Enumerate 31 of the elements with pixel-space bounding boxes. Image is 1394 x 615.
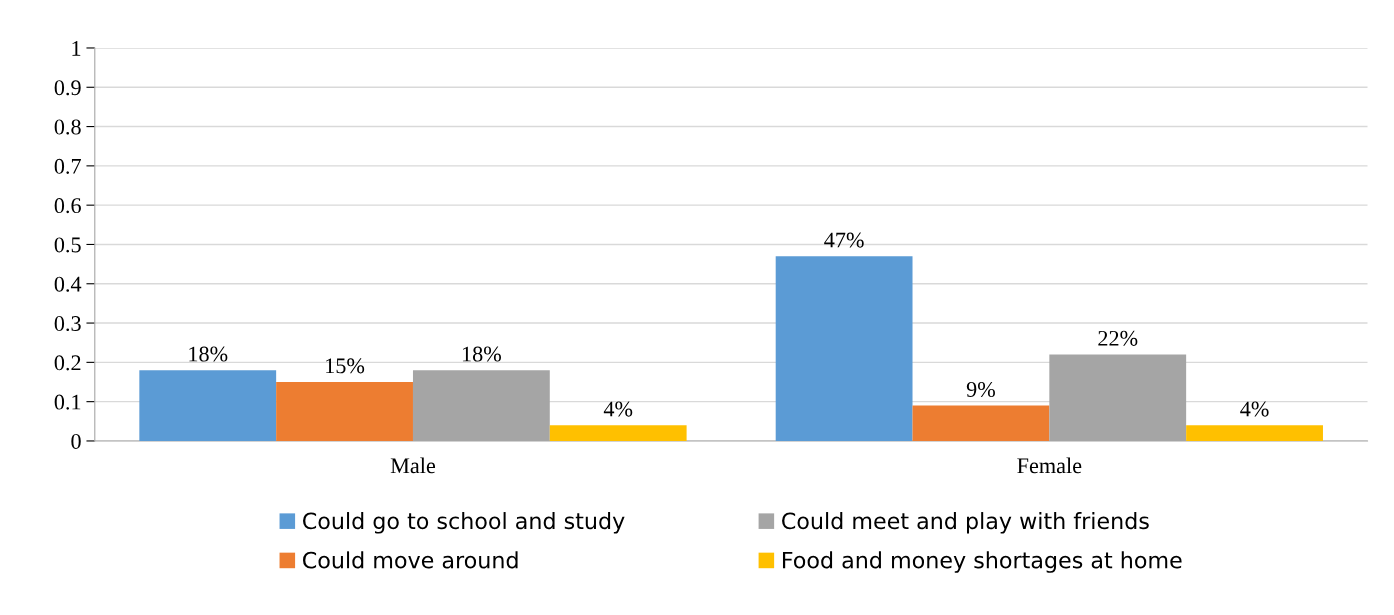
y-tick-label: 0.2	[54, 355, 81, 371]
legend-label: Could meet and play with friends	[782, 512, 1149, 534]
y-tick-label: 0.1	[54, 394, 81, 410]
bar	[912, 405, 1050, 441]
y-tick-label: 0.7	[54, 158, 81, 174]
data-label: 18%	[189, 346, 228, 362]
legend-label: Could move around	[303, 551, 518, 569]
y-tick-label: 0.3	[54, 315, 81, 332]
bar	[775, 256, 913, 441]
y-tick-label: 0.4	[54, 276, 82, 292]
data-label: 18%	[462, 346, 501, 362]
data-label: 9%	[966, 381, 995, 397]
data-label: 4%	[603, 401, 633, 417]
y-tick-label: 0.9	[54, 80, 81, 96]
bar	[139, 370, 277, 441]
y-tick-label: 1	[72, 41, 81, 56]
y-tick-label: 0.8	[54, 119, 81, 135]
bar	[1186, 425, 1323, 441]
y-tick-label: 0.6	[54, 198, 81, 214]
data-label: 22%	[1098, 330, 1138, 346]
legend-label: Food and money shortages at home	[782, 551, 1182, 573]
y-tick-label: 0.5	[54, 237, 81, 253]
x-tick-label: Male	[390, 457, 436, 474]
data-label: 47%	[824, 232, 864, 248]
bar	[276, 382, 413, 441]
data-label: 15%	[326, 358, 365, 374]
bar	[549, 425, 687, 441]
y-tick-label: 0	[71, 433, 81, 449]
legend-label: Could go to school and study	[303, 512, 625, 534]
x-tick-label: Female	[1017, 457, 1082, 474]
data-label: 4%	[1240, 401, 1269, 417]
